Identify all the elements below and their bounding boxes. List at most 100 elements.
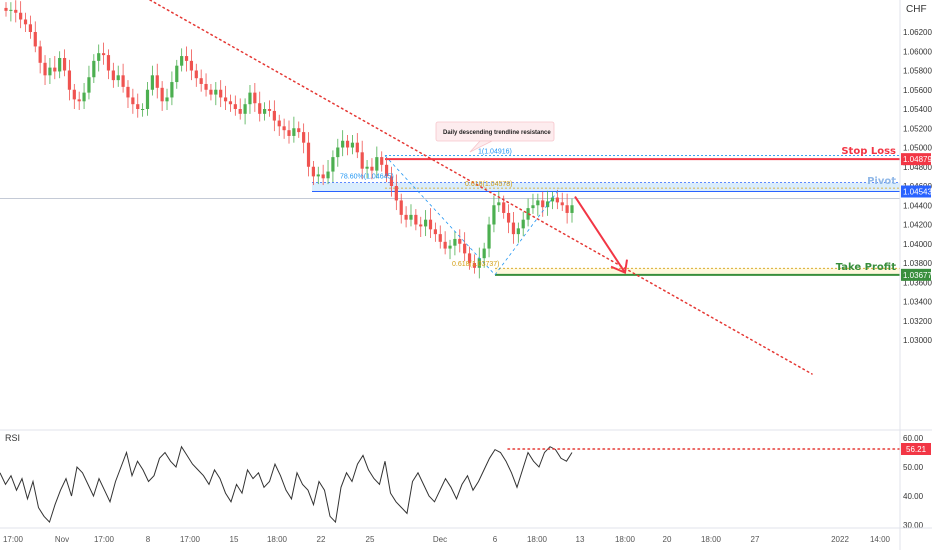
candle-body <box>38 46 42 63</box>
price-tick-label: 1.04000 <box>903 240 932 249</box>
candle-body <box>419 224 423 227</box>
rsi-value-badge-text: 56.21 <box>906 445 927 454</box>
rsi-tick-label: 50.00 <box>903 463 924 472</box>
candle-body <box>92 60 96 78</box>
pivot-price-badge-bg <box>901 185 931 198</box>
fib-label-1: 1(1.04916) <box>478 149 512 156</box>
projection-arrowhead <box>610 259 628 275</box>
candle-body <box>126 86 130 98</box>
time-tick-label: 27 <box>751 535 760 544</box>
price-tick-label: 1.05800 <box>903 67 932 76</box>
candle-body <box>43 62 47 76</box>
candle-body <box>350 142 355 148</box>
candle-body <box>19 12 23 20</box>
candle-body <box>404 214 408 220</box>
candle-body <box>58 57 62 72</box>
annotation-box <box>435 121 555 142</box>
price-tick-label: 1.06200 <box>903 28 932 37</box>
price-tick-label: 1.04400 <box>903 201 932 210</box>
candle-body <box>546 201 550 208</box>
rsi-pane[interactable]: RSI 60.00 50.00 40.00 30.00 56.21 <box>0 433 931 530</box>
time-tick-label: 17:00 <box>94 535 115 544</box>
candle-body <box>502 202 506 213</box>
candle-body <box>62 57 67 71</box>
candle-body <box>492 205 496 225</box>
candle-body <box>316 174 320 177</box>
rsi-title: RSI <box>5 433 20 443</box>
rsi-tick-label: 40.00 <box>903 492 924 501</box>
candle-body <box>136 104 140 109</box>
candle-body <box>238 109 242 114</box>
candle-body <box>399 200 403 215</box>
candle-body <box>355 142 359 153</box>
candle-body <box>72 89 76 100</box>
candle-body <box>87 77 91 93</box>
annotation-pointer <box>469 140 493 153</box>
candle-body <box>233 104 237 109</box>
time-tick-label: 18:00 <box>615 535 636 544</box>
candle-body <box>277 120 281 127</box>
candle-body <box>223 97 228 102</box>
candle-body <box>228 101 233 105</box>
time-tick-label: Dec <box>433 535 447 544</box>
candle-body <box>531 205 535 209</box>
price-pane[interactable]: 1(1.04916) 78.60%(1.04645) 0.618(1.04578) 0… <box>0 0 900 375</box>
candle-body <box>111 70 115 81</box>
candle-body <box>267 109 272 111</box>
candle-body <box>214 89 218 95</box>
price-tick-label: 1.04200 <box>903 221 932 230</box>
candle-body <box>487 224 491 249</box>
time-tick-label: 14:00 <box>870 535 891 544</box>
candle-body <box>292 128 296 136</box>
candle-body <box>345 140 350 148</box>
candle-body <box>472 263 477 268</box>
price-tick-label: 1.06000 <box>903 47 932 56</box>
candle-body <box>453 238 457 246</box>
price-tick-label: 1.03600 <box>903 278 932 287</box>
time-tick-label: 8 <box>146 535 151 544</box>
candle-body <box>189 60 194 71</box>
candle-body <box>321 174 325 179</box>
candle-body <box>394 186 398 201</box>
rsi-value-badge-bg <box>901 442 931 455</box>
candle-body <box>560 202 564 206</box>
candle-body <box>184 56 189 61</box>
candle-body <box>467 253 472 263</box>
candle-body <box>116 75 120 81</box>
price-tick-label: 1.03400 <box>903 298 932 307</box>
candle-body <box>82 92 86 102</box>
rsi-line <box>0 445 573 524</box>
candle-body <box>521 219 525 229</box>
price-tick-label: 1.05600 <box>903 86 932 95</box>
candle-body <box>433 229 437 235</box>
candle-body <box>541 200 545 208</box>
candle-body <box>409 214 413 220</box>
candle-body <box>282 126 286 131</box>
candle-body <box>555 197 559 203</box>
candle-body <box>97 53 101 61</box>
candle-body <box>360 152 364 169</box>
candle-body <box>550 197 555 202</box>
candle-body <box>209 89 213 95</box>
candle-body <box>375 157 379 171</box>
take-profit-zone <box>495 268 900 275</box>
rsi-tick-label: 30.00 <box>903 521 924 530</box>
candle-body <box>248 92 252 105</box>
price-tick-label: 1.03800 <box>903 259 932 268</box>
price-tick-label: 1.04800 <box>903 163 932 172</box>
candle-body <box>565 205 569 213</box>
candle-body <box>424 219 428 227</box>
fib-label-786: 78.60%(1.04645) <box>340 174 394 181</box>
time-tick-label: 17:00 <box>3 535 24 544</box>
time-tick-label: 17:00 <box>180 535 201 544</box>
descending-trendline <box>149 0 813 375</box>
candle-body <box>155 75 159 88</box>
price-tick-label: 1.05000 <box>903 144 932 153</box>
candle-body <box>297 128 301 133</box>
candle-body <box>414 214 418 225</box>
time-tick-label: 25 <box>366 535 375 544</box>
candle-body <box>253 92 257 104</box>
candle-body <box>141 109 145 110</box>
candle-body <box>258 103 262 114</box>
